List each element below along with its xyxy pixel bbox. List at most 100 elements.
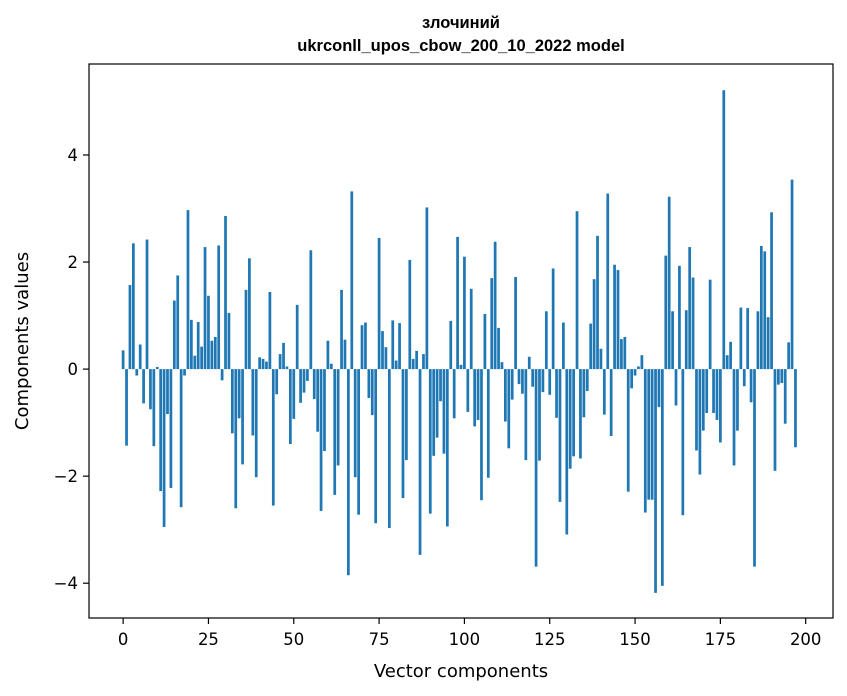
bar-component-20: [190, 319, 193, 370]
bar-component-59: [323, 369, 326, 451]
bar-component-103: [473, 369, 477, 427]
bar-component-134: [579, 369, 582, 459]
bar-component-24: [203, 247, 207, 370]
bar-component-40: [258, 357, 262, 370]
bar-component-58: [319, 369, 323, 511]
bar-component-119: [527, 356, 531, 370]
bar-component-2: [128, 285, 132, 370]
bar-component-57: [316, 369, 320, 432]
bar-component-171: [705, 369, 709, 413]
bar-component-33: [234, 369, 238, 509]
bar-component-123: [541, 369, 545, 393]
bar-component-48: [285, 366, 289, 370]
bar-component-12: [162, 369, 166, 527]
bar-component-84: [408, 259, 412, 370]
x-tick-label: 25: [198, 630, 219, 649]
bar-component-118: [524, 369, 528, 461]
bar-component-1: [125, 369, 128, 446]
bar-component-89: [425, 207, 429, 370]
bar-component-178: [729, 341, 732, 370]
bar-component-109: [493, 241, 497, 370]
bar-component-19: [186, 210, 190, 370]
bar-component-173: [712, 369, 715, 413]
bar-component-179: [732, 369, 736, 466]
bar-component-193: [780, 369, 784, 384]
bar-component-75: [377, 237, 381, 370]
bar-component-197: [794, 369, 797, 448]
bar-component-70: [360, 325, 364, 370]
bar-component-136: [585, 369, 589, 392]
bar-component-34: [237, 369, 241, 419]
bar-component-182: [742, 369, 746, 387]
bar-component-186: [756, 311, 760, 370]
bar-component-100: [463, 256, 466, 370]
bar-component-110: [497, 327, 500, 370]
bar-component-168: [695, 369, 698, 451]
bar-component-127: [555, 369, 558, 418]
x-tick-label: 75: [369, 630, 390, 649]
bar-component-6: [142, 369, 145, 404]
bar-component-65: [343, 339, 347, 370]
bar-component-163: [678, 265, 681, 370]
bar-component-73: [370, 369, 374, 416]
bar-component-177: [725, 355, 729, 370]
bar-component-66: [347, 369, 350, 576]
bar-component-11: [159, 369, 163, 492]
bar-component-46: [278, 354, 282, 370]
bar-component-9: [152, 369, 156, 447]
bar-component-195: [787, 342, 790, 370]
y-axis-ticks: −4 −2 0 2 4: [54, 146, 89, 593]
bar-component-63: [336, 369, 340, 466]
bar-component-159: [664, 255, 668, 370]
chart-title-line-2: ukrconll_upos_cbow_200_10_2022 model: [297, 37, 624, 55]
bar-component-29: [220, 369, 224, 381]
bar-component-87: [418, 369, 422, 555]
bar-component-138: [592, 279, 596, 370]
bar-component-187: [759, 245, 763, 370]
bar-component-47: [282, 342, 285, 370]
bar-component-101: [466, 369, 470, 412]
bar-component-151: [637, 366, 640, 370]
bar-component-54: [306, 369, 309, 381]
bar-component-154: [647, 369, 651, 500]
bar-component-152: [640, 355, 644, 370]
bar-component-180: [736, 369, 739, 431]
bar-component-25: [207, 295, 210, 370]
bar-component-172: [708, 279, 712, 370]
bar-component-181: [739, 307, 743, 370]
y-tick-label: −2: [54, 467, 78, 486]
bar-component-98: [456, 236, 459, 370]
bar-component-83: [405, 369, 408, 461]
bar-component-45: [275, 369, 279, 395]
bar-component-196: [790, 179, 794, 370]
bar-component-146: [620, 339, 623, 370]
x-tick-label: 125: [534, 630, 566, 649]
bar-component-104: [476, 369, 480, 420]
bar-component-72: [367, 369, 371, 398]
bar-component-158: [660, 369, 664, 586]
y-tick-label: −4: [54, 574, 78, 593]
bar-component-76: [381, 331, 384, 370]
bar-component-52: [299, 369, 302, 403]
plot-frame: [88, 63, 834, 619]
y-tick-label: 2: [68, 253, 79, 272]
bar-component-26: [210, 340, 214, 370]
bar-component-5: [138, 344, 142, 370]
bar-component-95: [445, 369, 449, 527]
bar-component-15: [172, 300, 176, 370]
bar-component-189: [766, 317, 770, 370]
bar-component-4: [135, 369, 139, 376]
x-tick-label: 0: [118, 630, 129, 649]
bar-component-164: [681, 369, 685, 516]
bar-component-144: [613, 264, 616, 370]
bar-component-37: [248, 258, 251, 370]
bar-component-85: [411, 358, 415, 370]
bar-component-135: [582, 369, 586, 418]
bar-component-91: [432, 369, 436, 456]
bar-component-94: [442, 369, 446, 454]
bar-component-13: [166, 369, 169, 415]
bar-component-79: [391, 320, 395, 370]
bar-component-174: [715, 369, 719, 420]
bar-component-60: [326, 340, 330, 370]
